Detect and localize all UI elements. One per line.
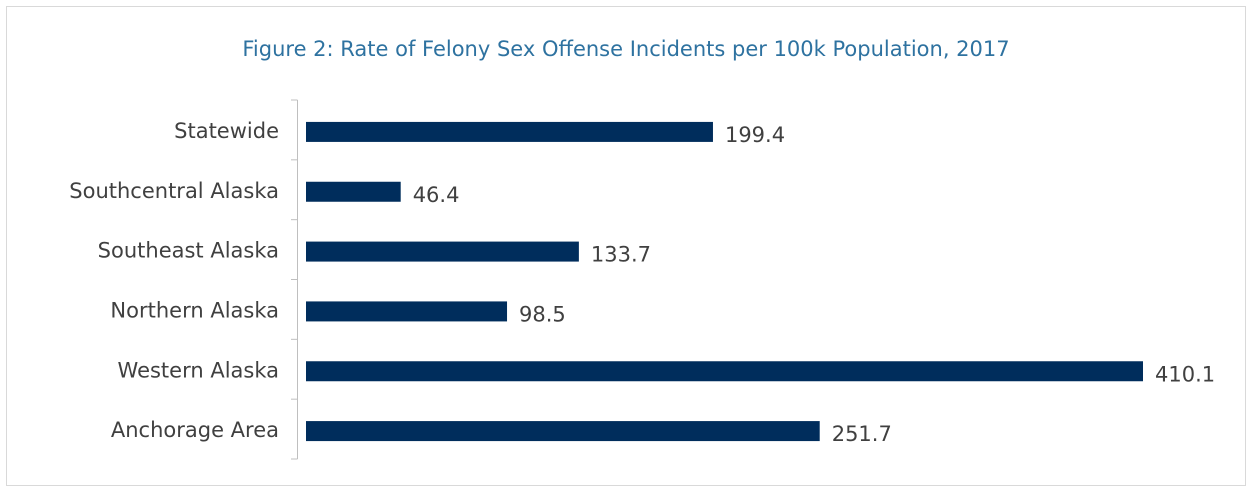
value-label: 199.4 — [725, 123, 785, 147]
bar — [306, 361, 1143, 382]
value-label: 98.5 — [519, 302, 566, 326]
bar — [306, 241, 579, 262]
bar — [306, 301, 508, 322]
bar — [306, 181, 401, 202]
value-label: 133.7 — [591, 243, 651, 267]
chart-title: Figure 2: Rate of Felony Sex Offense Inc… — [242, 37, 1009, 61]
category-label: Western Alaska — [118, 358, 279, 382]
category-label: Southcentral Alaska — [69, 179, 279, 203]
bar — [306, 121, 713, 142]
value-label: 251.7 — [832, 422, 892, 446]
category-label: Statewide — [174, 119, 279, 143]
chart-border — [6, 6, 1246, 486]
category-label: Anchorage Area — [111, 418, 279, 442]
value-label: 410.1 — [1155, 362, 1215, 386]
value-label: 46.4 — [413, 183, 460, 207]
bar — [306, 421, 820, 442]
category-label: Northern Alaska — [110, 298, 279, 322]
category-label: Southeast Alaska — [98, 239, 279, 263]
